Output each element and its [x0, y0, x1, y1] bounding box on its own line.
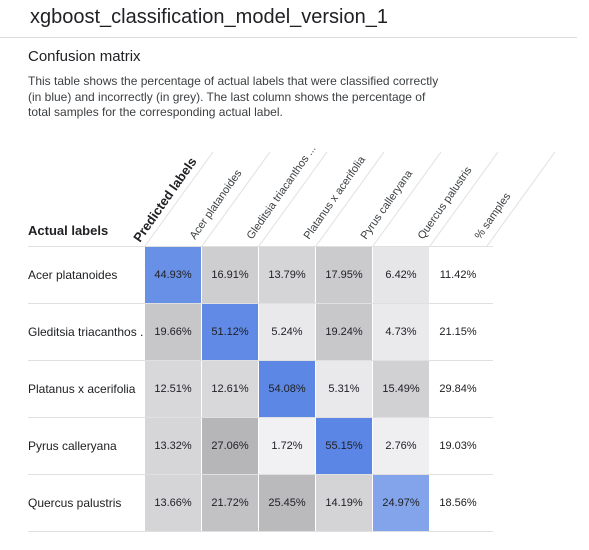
description-text: This table shows the percentage of actua…: [28, 74, 439, 119]
header-diagonal-line: [486, 151, 556, 247]
matrix-cell: 16.91%: [202, 247, 259, 303]
row-label: Acer platanoides: [28, 268, 118, 282]
samples-cell: 11.42%: [430, 247, 487, 303]
matrix-row: Gleditsia triacanthos ... 19.66% 51.12% 5.2…: [28, 304, 493, 361]
row-label: Pyrus calleryana: [28, 439, 117, 453]
matrix-cell: 6.42%: [373, 247, 430, 303]
matrix-cell: 2.76%: [373, 418, 430, 474]
row-divider: [28, 303, 493, 304]
matrix-cell: 12.51%: [145, 361, 202, 417]
samples-cell: 29.84%: [430, 361, 487, 417]
matrix-row: Acer platanoides 44.93% 16.91% 13.79% 17.95%…: [28, 247, 493, 304]
matrix-cell: 5.24%: [259, 304, 316, 360]
header-diagonal-line: [144, 151, 214, 247]
matrix-cell: 12.61%: [202, 361, 259, 417]
row-divider: [28, 417, 493, 418]
header-diagonal-line: [201, 151, 271, 247]
matrix-cell: 4.73%: [373, 304, 430, 360]
matrix-cell: 13.79%: [259, 247, 316, 303]
matrix-cell-correct: 54.08%: [259, 361, 316, 417]
matrix-row: Platanus x acerifolia 12.51% 12.61% 54.08% 5…: [28, 361, 493, 418]
matrix-cell-correct: 51.12%: [202, 304, 259, 360]
matrix-cell: 27.06%: [202, 418, 259, 474]
column-header: Quercus palustris: [416, 164, 475, 241]
column-header: Platanus x acerifolia: [302, 153, 369, 241]
column-header: % samples: [473, 190, 514, 241]
matrix-cell: 19.24%: [316, 304, 373, 360]
row-label: Gleditsia triacanthos ...: [28, 325, 143, 339]
row-divider: [28, 360, 493, 361]
matrix-row: Pyrus calleryana 13.32% 27.06% 1.72% 55.15% 2…: [28, 418, 493, 475]
row-divider: [28, 474, 493, 475]
header-diagonal-line: [372, 151, 442, 247]
column-header: Acer platanoides: [188, 167, 245, 241]
row-divider: [28, 531, 493, 532]
matrix-cell: 14.19%: [316, 475, 373, 531]
samples-cell: 18.56%: [430, 475, 487, 531]
matrix-cell: 1.72%: [259, 418, 316, 474]
title-divider: [0, 37, 577, 38]
row-label: Quercus palustris: [28, 496, 122, 510]
matrix-cell-correct: 55.15%: [316, 418, 373, 474]
grid-top-divider: [28, 246, 493, 247]
column-header-area: Predicted labels Acer platanoides Gledits…: [130, 143, 556, 247]
section-title: Confusion matrix: [28, 48, 141, 65]
matrix-cell: 21.72%: [202, 475, 259, 531]
actual-labels-heading: Actual labels: [28, 223, 109, 238]
header-diagonal-line: [429, 151, 499, 247]
header-diagonal-line: [258, 151, 328, 247]
matrix-cell: 19.66%: [145, 304, 202, 360]
matrix-cell: 13.32%: [145, 418, 202, 474]
column-header: Pyrus calleryana: [359, 168, 416, 242]
matrix-cell: 25.45%: [259, 475, 316, 531]
matrix-cell-correct: 24.97%: [373, 475, 430, 531]
model-title: xgboost_classification_model_version_1: [30, 6, 388, 28]
row-label: Platanus x acerifolia: [28, 382, 136, 396]
samples-cell: 21.15%: [430, 304, 487, 360]
samples-cell: 19.03%: [430, 418, 487, 474]
matrix-cell: 5.31%: [316, 361, 373, 417]
matrix-cell: 15.49%: [373, 361, 430, 417]
matrix-cell-correct: 44.93%: [145, 247, 202, 303]
matrix-cell: 13.66%: [145, 475, 202, 531]
matrix-row: Quercus palustris 13.66% 21.72% 25.45% 14.19…: [28, 475, 493, 532]
header-diagonal-line: [315, 151, 385, 247]
matrix-cell: 17.95%: [316, 247, 373, 303]
